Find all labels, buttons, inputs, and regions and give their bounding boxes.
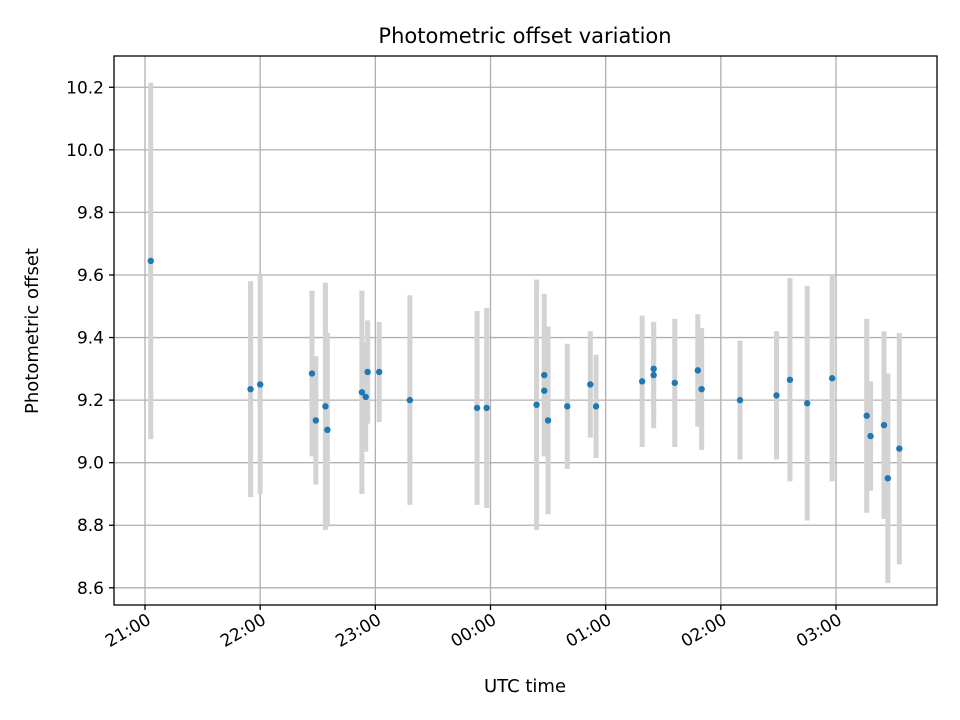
data-point xyxy=(671,379,678,387)
data-point xyxy=(375,368,383,376)
data-point xyxy=(473,404,481,412)
data-point xyxy=(364,368,371,376)
data-point xyxy=(694,367,701,374)
data-point xyxy=(867,432,874,440)
data-point xyxy=(587,381,594,388)
y-tick-label: 9.2 xyxy=(77,391,104,411)
data-point xyxy=(322,403,329,410)
data-point xyxy=(483,404,490,412)
data-point xyxy=(256,381,264,388)
data-point xyxy=(358,389,366,396)
data-point xyxy=(828,375,836,382)
y-tick-label: 9.0 xyxy=(77,454,104,474)
chart-title: Photometric offset variation xyxy=(378,24,671,48)
data-point xyxy=(247,385,254,393)
data-point xyxy=(698,385,705,393)
y-tick-label: 8.8 xyxy=(77,516,104,536)
data-point xyxy=(650,365,657,373)
data-point xyxy=(592,403,600,410)
data-point xyxy=(324,426,331,434)
data-point xyxy=(541,371,548,379)
data-point xyxy=(406,396,414,404)
data-point xyxy=(863,412,870,419)
y-tick-label: 9.6 xyxy=(77,266,104,286)
y-tick-label: 9.8 xyxy=(77,203,104,223)
data-point xyxy=(312,417,320,424)
data-points xyxy=(147,257,903,482)
y-tick-label: 10.2 xyxy=(66,78,104,98)
y-tick-label: 10.0 xyxy=(66,141,104,161)
y-axis: 8.6 8.8 9.0 9.2 9.4 9.6 9.8 10.0 10.2 xyxy=(66,78,114,599)
data-point xyxy=(362,393,369,401)
data-point xyxy=(736,396,744,404)
data-point xyxy=(896,445,903,452)
data-point xyxy=(541,387,548,394)
y-axis-label: Photometric offset xyxy=(22,248,43,414)
data-point xyxy=(884,475,892,482)
data-point xyxy=(650,371,657,379)
data-point xyxy=(786,376,794,383)
data-point xyxy=(638,378,646,385)
data-point xyxy=(533,401,540,408)
data-point xyxy=(880,421,888,429)
plot-frame xyxy=(113,55,938,606)
y-tick-label: 9.4 xyxy=(77,329,104,349)
data-point xyxy=(773,392,780,399)
data-point xyxy=(308,370,316,377)
y-tick-label: 8.6 xyxy=(77,579,104,599)
x-axis-label: UTC time xyxy=(484,676,566,697)
data-point xyxy=(804,400,811,407)
data-point xyxy=(564,403,571,410)
data-point xyxy=(147,257,154,265)
data-point xyxy=(544,417,552,424)
